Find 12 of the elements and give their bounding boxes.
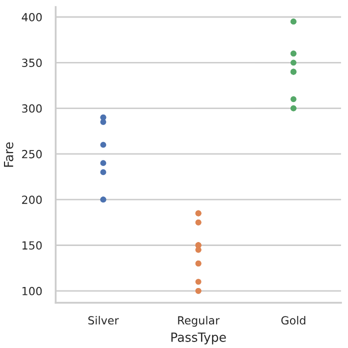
y-tick-label: 250: [22, 150, 42, 158]
y-tick-label: 200: [22, 196, 42, 204]
y-axis-title: Fare: [4, 142, 14, 167]
y-tick-label: 150: [22, 241, 42, 250]
y-tick-label: 350: [22, 58, 42, 68]
x-tick-label: Gold: [281, 316, 306, 325]
y-tick-label: 400: [22, 12, 42, 22]
y-tick-label: 100: [22, 286, 42, 296]
x-axis-title: PassType: [171, 332, 226, 344]
y-tick-label: 300: [22, 104, 42, 113]
x-tick-label: Regular: [178, 316, 220, 327]
x-tick-label: Silver: [88, 316, 119, 325]
